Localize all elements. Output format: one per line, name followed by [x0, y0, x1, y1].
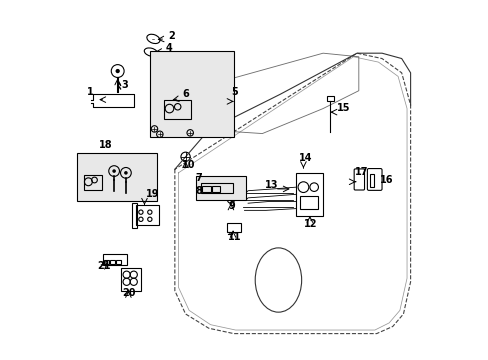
Text: 17: 17 [354, 167, 367, 177]
Bar [296, 173, 323, 216]
Bar [299, 196, 317, 208]
Text: 14: 14 [298, 153, 311, 163]
Text: 4: 4 [165, 44, 172, 53]
Text: 11: 11 [228, 231, 242, 242]
Text: 10: 10 [182, 160, 195, 170]
Text: 9: 9 [228, 201, 235, 211]
Bar [132, 203, 137, 228]
Bar [116, 260, 121, 264]
Bar [211, 186, 220, 192]
Circle shape [115, 69, 120, 73]
Bar [110, 260, 115, 264]
Text: 19: 19 [145, 189, 159, 199]
Text: 20: 20 [122, 288, 136, 298]
Text: 13: 13 [264, 180, 278, 190]
Bar [104, 260, 108, 264]
Bar [326, 96, 333, 102]
Circle shape [112, 169, 116, 173]
Text: 2: 2 [168, 31, 175, 41]
Text: 21: 21 [97, 261, 111, 271]
Text: 8: 8 [195, 185, 202, 195]
Circle shape [124, 171, 127, 175]
Bar [149, 51, 233, 137]
Text: 7: 7 [195, 173, 202, 183]
Bar [77, 153, 157, 202]
Bar [103, 253, 126, 265]
Bar [164, 100, 190, 119]
Bar [226, 223, 241, 232]
Bar [196, 176, 246, 200]
Bar [201, 183, 233, 193]
Text: 6: 6 [182, 89, 189, 99]
Text: 5: 5 [230, 87, 237, 97]
Text: 18: 18 [99, 140, 112, 150]
Bar [83, 175, 102, 190]
Bar [369, 174, 373, 187]
Bar [121, 267, 141, 291]
Text: 3: 3 [121, 80, 128, 90]
Bar [200, 194, 203, 197]
Bar [202, 186, 210, 192]
Text: 15: 15 [337, 103, 350, 113]
Text: 12: 12 [304, 219, 317, 229]
Bar [135, 205, 159, 225]
Text: 1: 1 [87, 87, 94, 97]
Text: 16: 16 [379, 175, 392, 185]
